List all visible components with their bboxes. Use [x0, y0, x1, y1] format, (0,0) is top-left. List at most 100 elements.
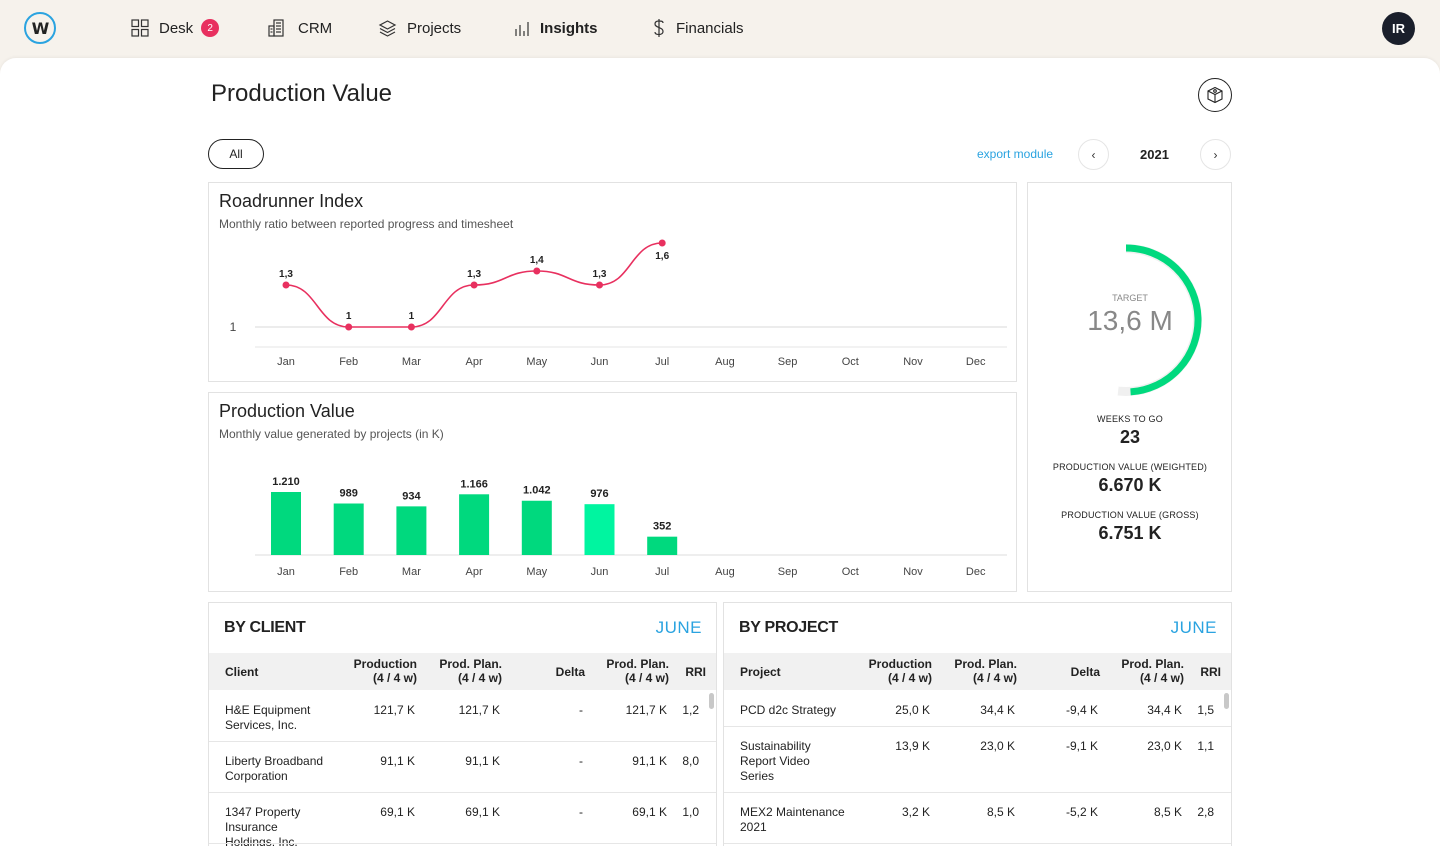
data-point-mar [407, 323, 415, 331]
col-production[interactable]: Production (4 / 4 w) [353, 657, 417, 685]
col-delta[interactable]: Delta [1070, 665, 1100, 679]
data-label-jun: 1,3 [593, 269, 607, 280]
cell-plan2: 23,0 K [1147, 739, 1182, 753]
by-client-table-header: Client Production (4 / 4 w) Prod. Plan. (4… [209, 653, 716, 690]
x-tick-may: May [526, 566, 547, 578]
chevron-right-icon: › [1213, 147, 1218, 162]
by-client-title: BY CLIENT [224, 619, 306, 636]
prev-year-button[interactable]: ‹ [1078, 139, 1109, 170]
nav-projects[interactable]: Projects [378, 16, 461, 40]
cell-production: 13,9 K [895, 739, 930, 753]
bar-label-mar: 934 [402, 490, 421, 502]
by-project-card: BY PROJECT JUNE Project Production (4 / 4… [723, 602, 1232, 846]
nav-financials[interactable]: Financials [652, 16, 744, 40]
target-summary-card: TARGET 13,6 M WEEKS TO GO 23 PRODUCTION … [1027, 182, 1232, 592]
bar-label-jul: 352 [653, 521, 671, 533]
bar-label-feb: 989 [340, 488, 358, 500]
data-point-feb [345, 323, 353, 331]
table-row[interactable]: H&E Equipment Services, Inc. 121,7 K 121,7 … [209, 690, 716, 741]
col-prod-plan[interactable]: Prod. Plan. (4 / 4 w) [954, 657, 1017, 685]
logo-letter: W [31, 18, 50, 38]
col-project[interactable]: Project [740, 665, 781, 679]
col-prod-plan-2[interactable]: Prod. Plan. (4 / 4 w) [606, 657, 669, 685]
nav-insights[interactable]: Insights [514, 16, 598, 40]
col-prod-plan[interactable]: Prod. Plan. (4 / 4 w) [439, 657, 502, 685]
cell-production: 3,2 K [901, 805, 930, 819]
cell-rri: 2,8 [1197, 805, 1214, 819]
table-row[interactable]: PCD d2c Strategy 25,0 K 34,4 K -9,4 K 34,4 K… [724, 690, 1231, 726]
row-name: PCD d2c Strategy [740, 703, 837, 717]
app-logo[interactable]: W [24, 12, 56, 44]
by-client-month[interactable]: JUNE [655, 618, 702, 637]
data-label-may: 1,4 [530, 255, 544, 266]
production-value-bar-chart: 1.210 989 934 1.166 1.042 976 352 Jan Feb Mar Apr M… [255, 476, 1007, 578]
year-label: 2021 [1140, 147, 1169, 162]
bar-jun [584, 504, 615, 555]
data-point-jun [596, 281, 603, 289]
gross-value-label: PRODUCTION VALUE (GROSS) [1061, 510, 1199, 520]
grid-icon [131, 19, 149, 37]
x-tick-dec: Dec [966, 566, 986, 578]
x-tick-feb: Feb [339, 356, 358, 368]
user-avatar[interactable]: IR [1382, 12, 1415, 45]
module-settings-button[interactable] [1198, 78, 1232, 112]
x-tick-feb: Feb [339, 566, 358, 578]
top-navigation: W Desk 2 CRM Projects Insights Financial… [0, 0, 1440, 56]
table-row[interactable]: Sustainability Report Video Series 13,9 K 23… [724, 726, 1231, 792]
x-tick-sep: Sep [778, 566, 798, 578]
col-production[interactable]: Production (4 / 4 w) [868, 657, 932, 685]
by-client-scrollbar[interactable] [709, 693, 714, 709]
export-module-link[interactable]: export module [977, 147, 1054, 161]
col-delta[interactable]: Delta [555, 665, 585, 679]
data-label-mar: 1 [409, 311, 415, 322]
cell-plan: 91,1 K [465, 754, 500, 768]
col-rri[interactable]: RRI [1200, 665, 1221, 679]
weeks-to-go-label: WEEKS TO GO [1097, 414, 1163, 424]
data-label-feb: 1 [346, 311, 352, 322]
table-row[interactable]: 1347 Property Insurance Holdings, Inc. 69,1… [209, 792, 716, 846]
cell-delta: - [579, 754, 583, 768]
chevron-left-icon: ‹ [1091, 147, 1096, 162]
target-gauge [1028, 230, 1202, 410]
gross-value: 6.751 K [1098, 523, 1162, 543]
next-year-button[interactable]: › [1200, 139, 1231, 170]
x-tick-aug: Aug [715, 356, 735, 368]
x-tick-jan: Jan [277, 566, 295, 578]
by-project-scrollbar[interactable] [1224, 693, 1229, 709]
cell-production: 25,0 K [895, 703, 930, 717]
production-value-card: Production Value Monthly value generated… [208, 392, 1017, 592]
cell-plan2: 121,7 K [625, 703, 667, 717]
nav-crm[interactable]: CRM [268, 16, 332, 40]
gauge-mask [1028, 230, 1126, 410]
by-project-title: BY PROJECT [739, 619, 838, 636]
x-tick-mar: Mar [402, 566, 421, 578]
col-prod-plan-2[interactable]: Prod. Plan. (4 / 4 w) [1121, 657, 1184, 685]
cell-plan: 34,4 K [980, 703, 1015, 717]
cell-plan: 23,0 K [980, 739, 1015, 753]
bar-chart-icon [515, 22, 529, 36]
nav-financials-label: Financials [676, 19, 744, 37]
row-name: MEX2 Maintenance 2021 [740, 805, 845, 834]
cell-plan: 8,5 K [986, 805, 1015, 819]
bar-jan [271, 492, 301, 555]
x-tick-oct: Oct [842, 566, 859, 578]
table-row[interactable]: Liberty Broadband Corporation 91,1 K 91,1 K… [209, 741, 716, 792]
data-point-may [533, 267, 541, 275]
x-tick-jan: Jan [277, 356, 295, 368]
by-project-month[interactable]: JUNE [1170, 618, 1217, 637]
nav-desk-label: Desk [159, 19, 194, 37]
bar-jul [647, 536, 678, 555]
reference-label: 1 [230, 320, 237, 334]
bar-feb [333, 503, 364, 555]
col-rri[interactable]: RRI [685, 665, 706, 679]
table-row[interactable]: MEX2 Maintenance 2021 3,2 K 8,5 K -5,2 K 8,5 … [724, 792, 1231, 843]
col-client[interactable]: Client [225, 665, 259, 679]
roadrunner-title: Roadrunner Index [219, 191, 364, 211]
x-tick-mar: Mar [402, 356, 421, 368]
nav-desk[interactable]: Desk 2 [131, 16, 220, 40]
x-tick-jun: Jun [591, 356, 609, 368]
row-name: Sustainability Report Video Series [740, 739, 811, 783]
filter-all-button[interactable]: All [208, 139, 264, 169]
production-value-title: Production Value [219, 401, 355, 421]
bar-label-may: 1.042 [523, 485, 551, 497]
